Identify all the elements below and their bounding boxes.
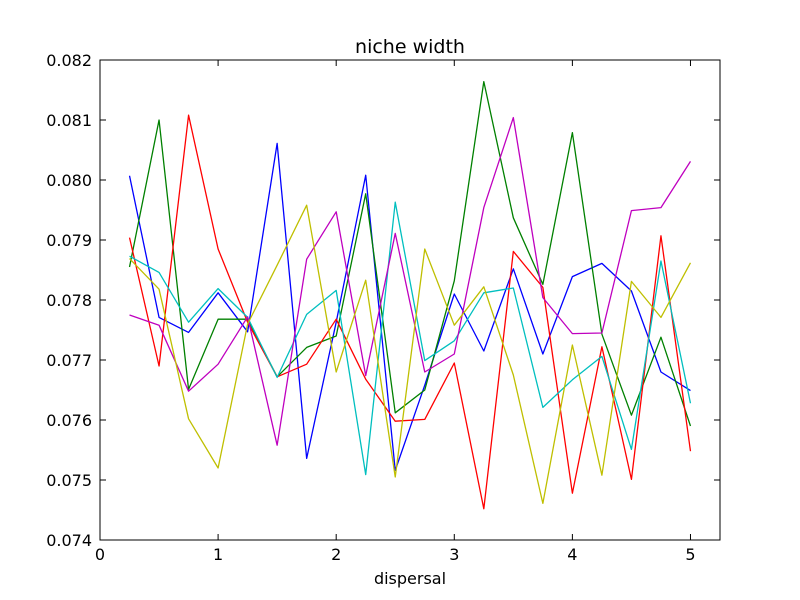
series-line-2	[128, 80, 692, 427]
x-tick-label: 5	[685, 545, 695, 564]
y-tick-label: 0.080	[46, 171, 92, 190]
y-tick-label: 0.079	[46, 231, 92, 250]
series-line-5	[129, 116, 692, 446]
y-tick-label: 0.075	[46, 471, 92, 490]
series-line-4	[129, 201, 692, 476]
series-line-6	[129, 204, 692, 505]
x-tick-label: 4	[567, 545, 577, 564]
axis-layer: 0 1 2 3 4 5 0.074 0.075 0.076 0.077 0.078 0.079 0.08…	[46, 51, 720, 564]
x-tick-label: 2	[331, 545, 341, 564]
series-line-1	[128, 142, 691, 472]
x-tick-label: 0	[95, 545, 105, 564]
series-line-3	[128, 114, 692, 510]
x-tick-label: 3	[449, 545, 459, 564]
y-tick-label: 0.081	[46, 111, 92, 130]
chart-title: niche width	[355, 36, 465, 58]
y-tick-label: 0.077	[46, 351, 92, 370]
x-axis-label: dispersal	[374, 569, 446, 588]
y-tick-label: 0.082	[46, 51, 92, 70]
y-tick-label: 0.078	[46, 291, 92, 310]
x-tick-label: 1	[213, 545, 223, 564]
y-tick-label: 0.076	[46, 411, 92, 430]
y-tick-label: 0.074	[46, 531, 92, 550]
series-layer	[128, 80, 692, 510]
